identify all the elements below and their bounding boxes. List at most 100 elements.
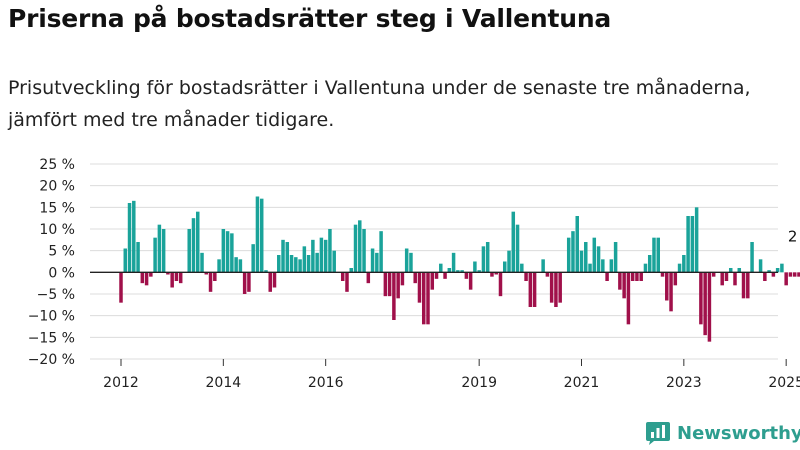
y-tick-label: −5 % xyxy=(37,287,75,303)
bar xyxy=(481,246,486,273)
bar xyxy=(775,268,780,273)
bar xyxy=(264,270,268,273)
bar xyxy=(277,255,281,273)
bar xyxy=(259,198,264,273)
bar xyxy=(200,252,204,273)
bar xyxy=(170,272,174,288)
bar xyxy=(409,252,413,273)
bar xyxy=(281,239,285,273)
bar xyxy=(579,250,584,273)
bar xyxy=(387,272,392,297)
bar xyxy=(780,263,784,273)
bar-chart: 25 % 20 % 15 % 10 % 5 % 0 % −5 % −10 % −15 % −20 … xyxy=(28,157,800,390)
bar xyxy=(609,259,614,273)
bar xyxy=(707,272,712,342)
bar xyxy=(524,272,528,281)
bar xyxy=(204,272,209,275)
bar xyxy=(370,248,375,273)
bar xyxy=(541,259,545,273)
bar xyxy=(132,200,136,273)
x-axis-ticks: 2012 2014 2016 2019 2021 2023 2025 xyxy=(103,359,800,390)
bar xyxy=(144,272,149,286)
bar xyxy=(187,229,191,273)
bar xyxy=(498,272,503,297)
x-tick-label: 2025 xyxy=(768,375,800,390)
chart-title: Priserna på bostadsrätter steg i Vallent… xyxy=(8,4,612,33)
bar xyxy=(208,272,213,292)
bar xyxy=(213,272,217,281)
bar xyxy=(443,272,447,279)
bar xyxy=(217,259,221,273)
x-tick-label: 2023 xyxy=(666,375,702,390)
bar xyxy=(353,224,358,273)
bar xyxy=(311,239,315,273)
bar xyxy=(238,259,243,273)
bar xyxy=(771,272,776,277)
bar xyxy=(588,263,592,273)
bar xyxy=(490,272,494,277)
bar xyxy=(652,237,656,273)
bar xyxy=(792,272,797,277)
bar xyxy=(618,272,622,290)
bar xyxy=(366,272,371,284)
bar xyxy=(750,242,754,273)
bar xyxy=(647,255,652,273)
bar xyxy=(323,239,328,273)
bar xyxy=(677,263,682,273)
bar xyxy=(285,242,290,273)
y-tick-label: 10 % xyxy=(39,222,75,238)
bar xyxy=(230,233,234,273)
bar xyxy=(468,272,473,290)
bar xyxy=(451,252,456,273)
bar xyxy=(191,218,196,273)
bar xyxy=(396,272,400,299)
bar xyxy=(575,216,579,273)
bar xyxy=(332,250,336,273)
bar xyxy=(473,261,477,273)
bar xyxy=(558,272,562,303)
bar xyxy=(532,272,537,307)
bar xyxy=(306,255,311,273)
bar xyxy=(528,272,533,307)
bar xyxy=(477,270,481,273)
bar xyxy=(140,272,145,284)
bar xyxy=(720,272,724,286)
bar xyxy=(417,272,422,303)
bar xyxy=(242,272,247,294)
bar xyxy=(268,272,272,292)
bar xyxy=(711,272,716,277)
bar xyxy=(626,272,631,325)
bar xyxy=(404,248,409,273)
bar xyxy=(294,257,298,273)
bar xyxy=(302,246,307,273)
bar xyxy=(289,255,294,273)
bar xyxy=(554,272,558,307)
bar xyxy=(741,272,746,299)
bar xyxy=(665,272,669,301)
bar xyxy=(758,259,763,273)
bar xyxy=(520,263,524,273)
bar xyxy=(161,229,166,273)
x-tick-label: 2016 xyxy=(308,375,344,390)
bar xyxy=(247,272,251,292)
bar xyxy=(439,263,443,273)
newsworthy-logo-icon xyxy=(646,422,670,445)
bar xyxy=(630,272,635,281)
bar xyxy=(511,211,516,273)
bar xyxy=(157,224,162,273)
bar xyxy=(460,270,464,273)
bar xyxy=(503,261,507,273)
bar xyxy=(383,272,388,297)
bar xyxy=(682,255,686,273)
y-tick-label: −15 % xyxy=(28,330,75,346)
bar xyxy=(255,196,260,273)
bar xyxy=(251,244,255,273)
y-axis-ticks: 25 % 20 % 15 % 10 % 5 % 0 % −5 % −10 % −15 % −20 … xyxy=(28,157,75,368)
chart-subtitle: Prisutveckling för bostadsrätter i Valle… xyxy=(8,77,751,131)
y-tick-label: 5 % xyxy=(48,244,75,260)
bar xyxy=(149,272,153,277)
bar xyxy=(221,229,226,273)
bar xyxy=(643,263,648,273)
bar xyxy=(119,272,123,303)
bar xyxy=(485,242,490,273)
